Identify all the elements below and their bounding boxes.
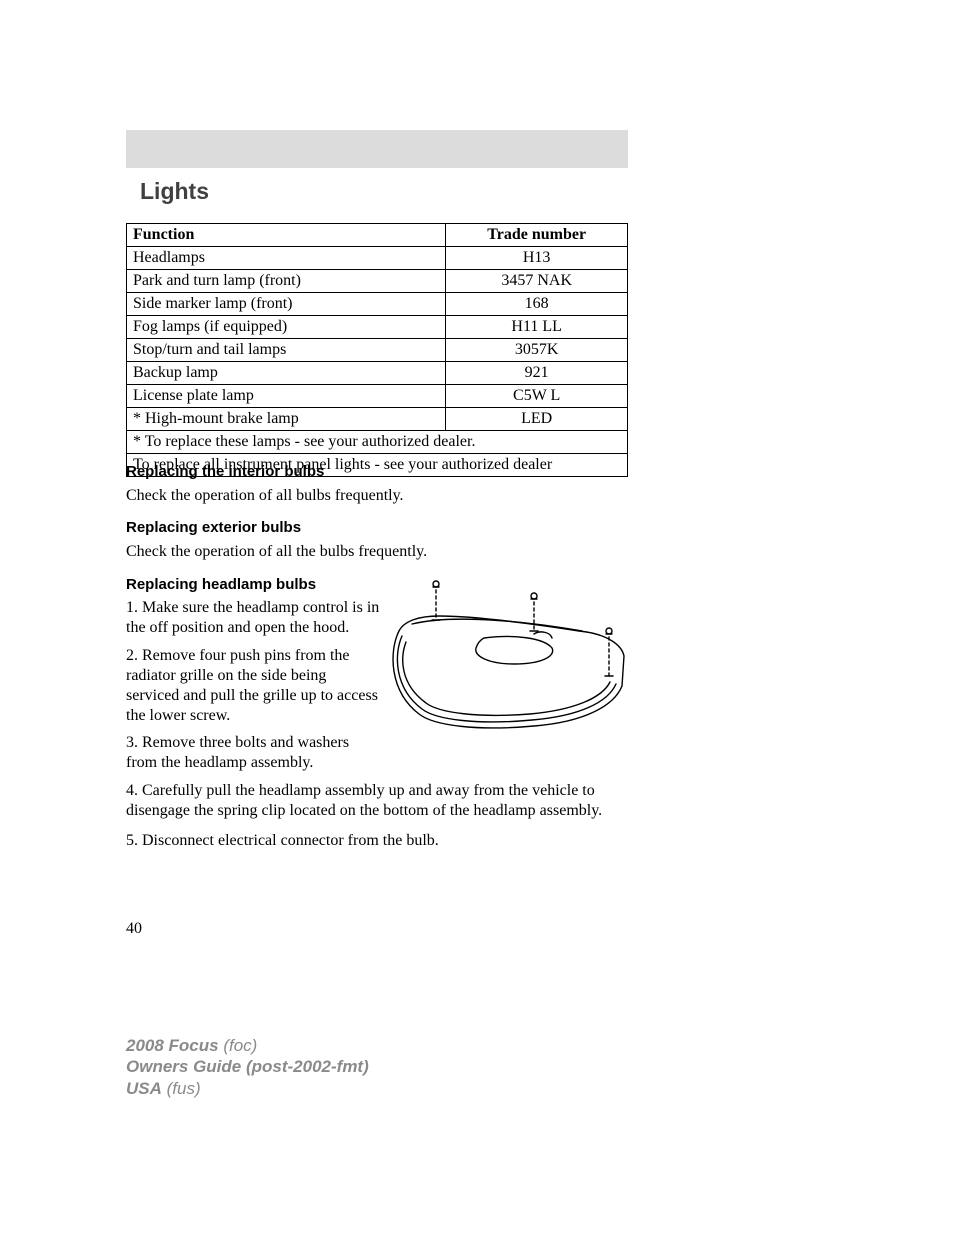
footer-line-1: 2008 Focus (foc) — [126, 1035, 369, 1056]
headlamp-svg — [384, 576, 634, 736]
table-row: Stop/turn and tail lamps3057K — [127, 339, 628, 362]
cell-function: Park and turn lamp (front) — [127, 270, 446, 293]
footer-line-2: Owners Guide (post-2002-fmt) — [126, 1056, 369, 1077]
table-row: License plate lampC5W L — [127, 385, 628, 408]
footer-region: USA — [126, 1079, 162, 1098]
cell-trade: C5W L — [446, 385, 628, 408]
headlamp-diagram — [384, 576, 634, 736]
cell-trade: 168 — [446, 293, 628, 316]
cell-trade: 921 — [446, 362, 628, 385]
table-row: * High-mount brake lampLED — [127, 408, 628, 431]
header-block: Lights — [126, 130, 628, 205]
headlamp-wrapped-text: 1. Make sure the headlamp control is in … — [126, 598, 381, 773]
table-row: Park and turn lamp (front)3457 NAK — [127, 270, 628, 293]
cell-function: * High-mount brake lamp — [127, 408, 446, 431]
footer-line-3: USA (fus) — [126, 1078, 369, 1099]
cell-trade: 3057K — [446, 339, 628, 362]
footer-region-code: (fus) — [162, 1079, 201, 1098]
step-3: 3. Remove three bolts and washers from t… — [126, 733, 381, 773]
header-grey-bar — [126, 130, 628, 168]
step-5: 5. Disconnect electrical connector from … — [126, 831, 628, 851]
table-row: Side marker lamp (front)168 — [127, 293, 628, 316]
cell-function: Fog lamps (if equipped) — [127, 316, 446, 339]
subheading-exterior: Replacing exterior bulbs — [126, 519, 628, 538]
section-interior: Replacing the interior bulbs Check the o… — [126, 463, 628, 505]
cell-note: * To replace these lamps - see your auth… — [127, 431, 628, 454]
cell-function: License plate lamp — [127, 385, 446, 408]
th-function: Function — [127, 224, 446, 247]
cell-trade: 3457 NAK — [446, 270, 628, 293]
footer: 2008 Focus (foc) Owners Guide (post-2002… — [126, 1035, 369, 1099]
th-trade: Trade number — [446, 224, 628, 247]
page: Lights Function Trade number HeadlampsH1… — [0, 0, 954, 1235]
table-header-row: Function Trade number — [127, 224, 628, 247]
section-title: Lights — [126, 168, 628, 205]
table-row: HeadlampsH13 — [127, 247, 628, 270]
cell-trade: LED — [446, 408, 628, 431]
step-4: 4. Carefully pull the headlamp assembly … — [126, 781, 628, 821]
section-headlamp: Replacing headlamp bulbs — [126, 576, 628, 851]
para-interior: Check the operation of all bulbs frequen… — [126, 486, 628, 506]
cell-function: Headlamps — [127, 247, 446, 270]
footer-model-code: (foc) — [219, 1036, 258, 1055]
table-row: Fog lamps (if equipped)H11 LL — [127, 316, 628, 339]
footer-model: 2008 Focus — [126, 1036, 219, 1055]
table-row: Backup lamp921 — [127, 362, 628, 385]
page-number: 40 — [126, 920, 142, 938]
step-2: 2. Remove four push pins from the radiat… — [126, 646, 381, 725]
cell-function: Stop/turn and tail lamps — [127, 339, 446, 362]
para-exterior: Check the operation of all the bulbs fre… — [126, 542, 628, 562]
section-exterior: Replacing exterior bulbs Check the opera… — [126, 519, 628, 561]
content-area: Replacing the interior bulbs Check the o… — [126, 463, 628, 861]
step-1: 1. Make sure the headlamp control is in … — [126, 598, 381, 638]
cell-function: Backup lamp — [127, 362, 446, 385]
cell-trade: H13 — [446, 247, 628, 270]
table-note-row: * To replace these lamps - see your auth… — [127, 431, 628, 454]
cell-function: Side marker lamp (front) — [127, 293, 446, 316]
bulb-table: Function Trade number HeadlampsH13 Park … — [126, 223, 628, 477]
subheading-interior: Replacing the interior bulbs — [126, 463, 628, 482]
cell-trade: H11 LL — [446, 316, 628, 339]
